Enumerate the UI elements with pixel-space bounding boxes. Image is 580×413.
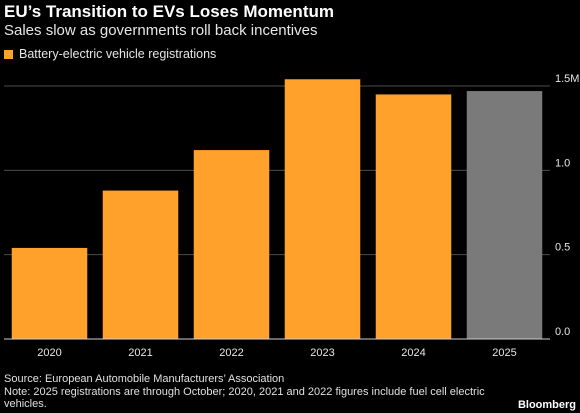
x-tick-label: 2025 [492,347,516,359]
source-note: Source: European Automobile Manufacturer… [4,373,285,385]
footnote: Note: 2025 registrations are through Oct… [4,386,485,410]
legend-swatch [4,49,13,59]
bar-2025 [466,91,543,339]
legend: Battery-electric vehicle registrations [4,46,216,62]
bar-2021 [102,190,179,339]
x-tick-label: 2020 [37,347,61,359]
y-tick-label: 1.5M [555,73,579,85]
y-tick-label: 0.5 [555,242,570,254]
legend-label: Battery-electric vehicle registrations [19,47,217,61]
bar-2022 [193,150,270,339]
chart-title: EU’s Transition to EVs Loses Momentum [4,2,334,21]
y-tick-label: 1.0 [555,157,570,169]
chart-subtitle: Sales slow as governments roll back ince… [4,22,318,39]
bar-2023 [284,79,361,340]
y-tick-label: 0.0 [555,326,570,338]
bloomberg-logo: Bloomberg [517,399,576,411]
x-tick-label: 2024 [401,347,425,359]
bar-2020 [11,247,88,339]
x-tick-label: 2023 [310,347,334,359]
bar-2024 [375,94,452,339]
x-tick-label: 2022 [219,347,243,359]
x-tick-label: 2021 [128,347,152,359]
